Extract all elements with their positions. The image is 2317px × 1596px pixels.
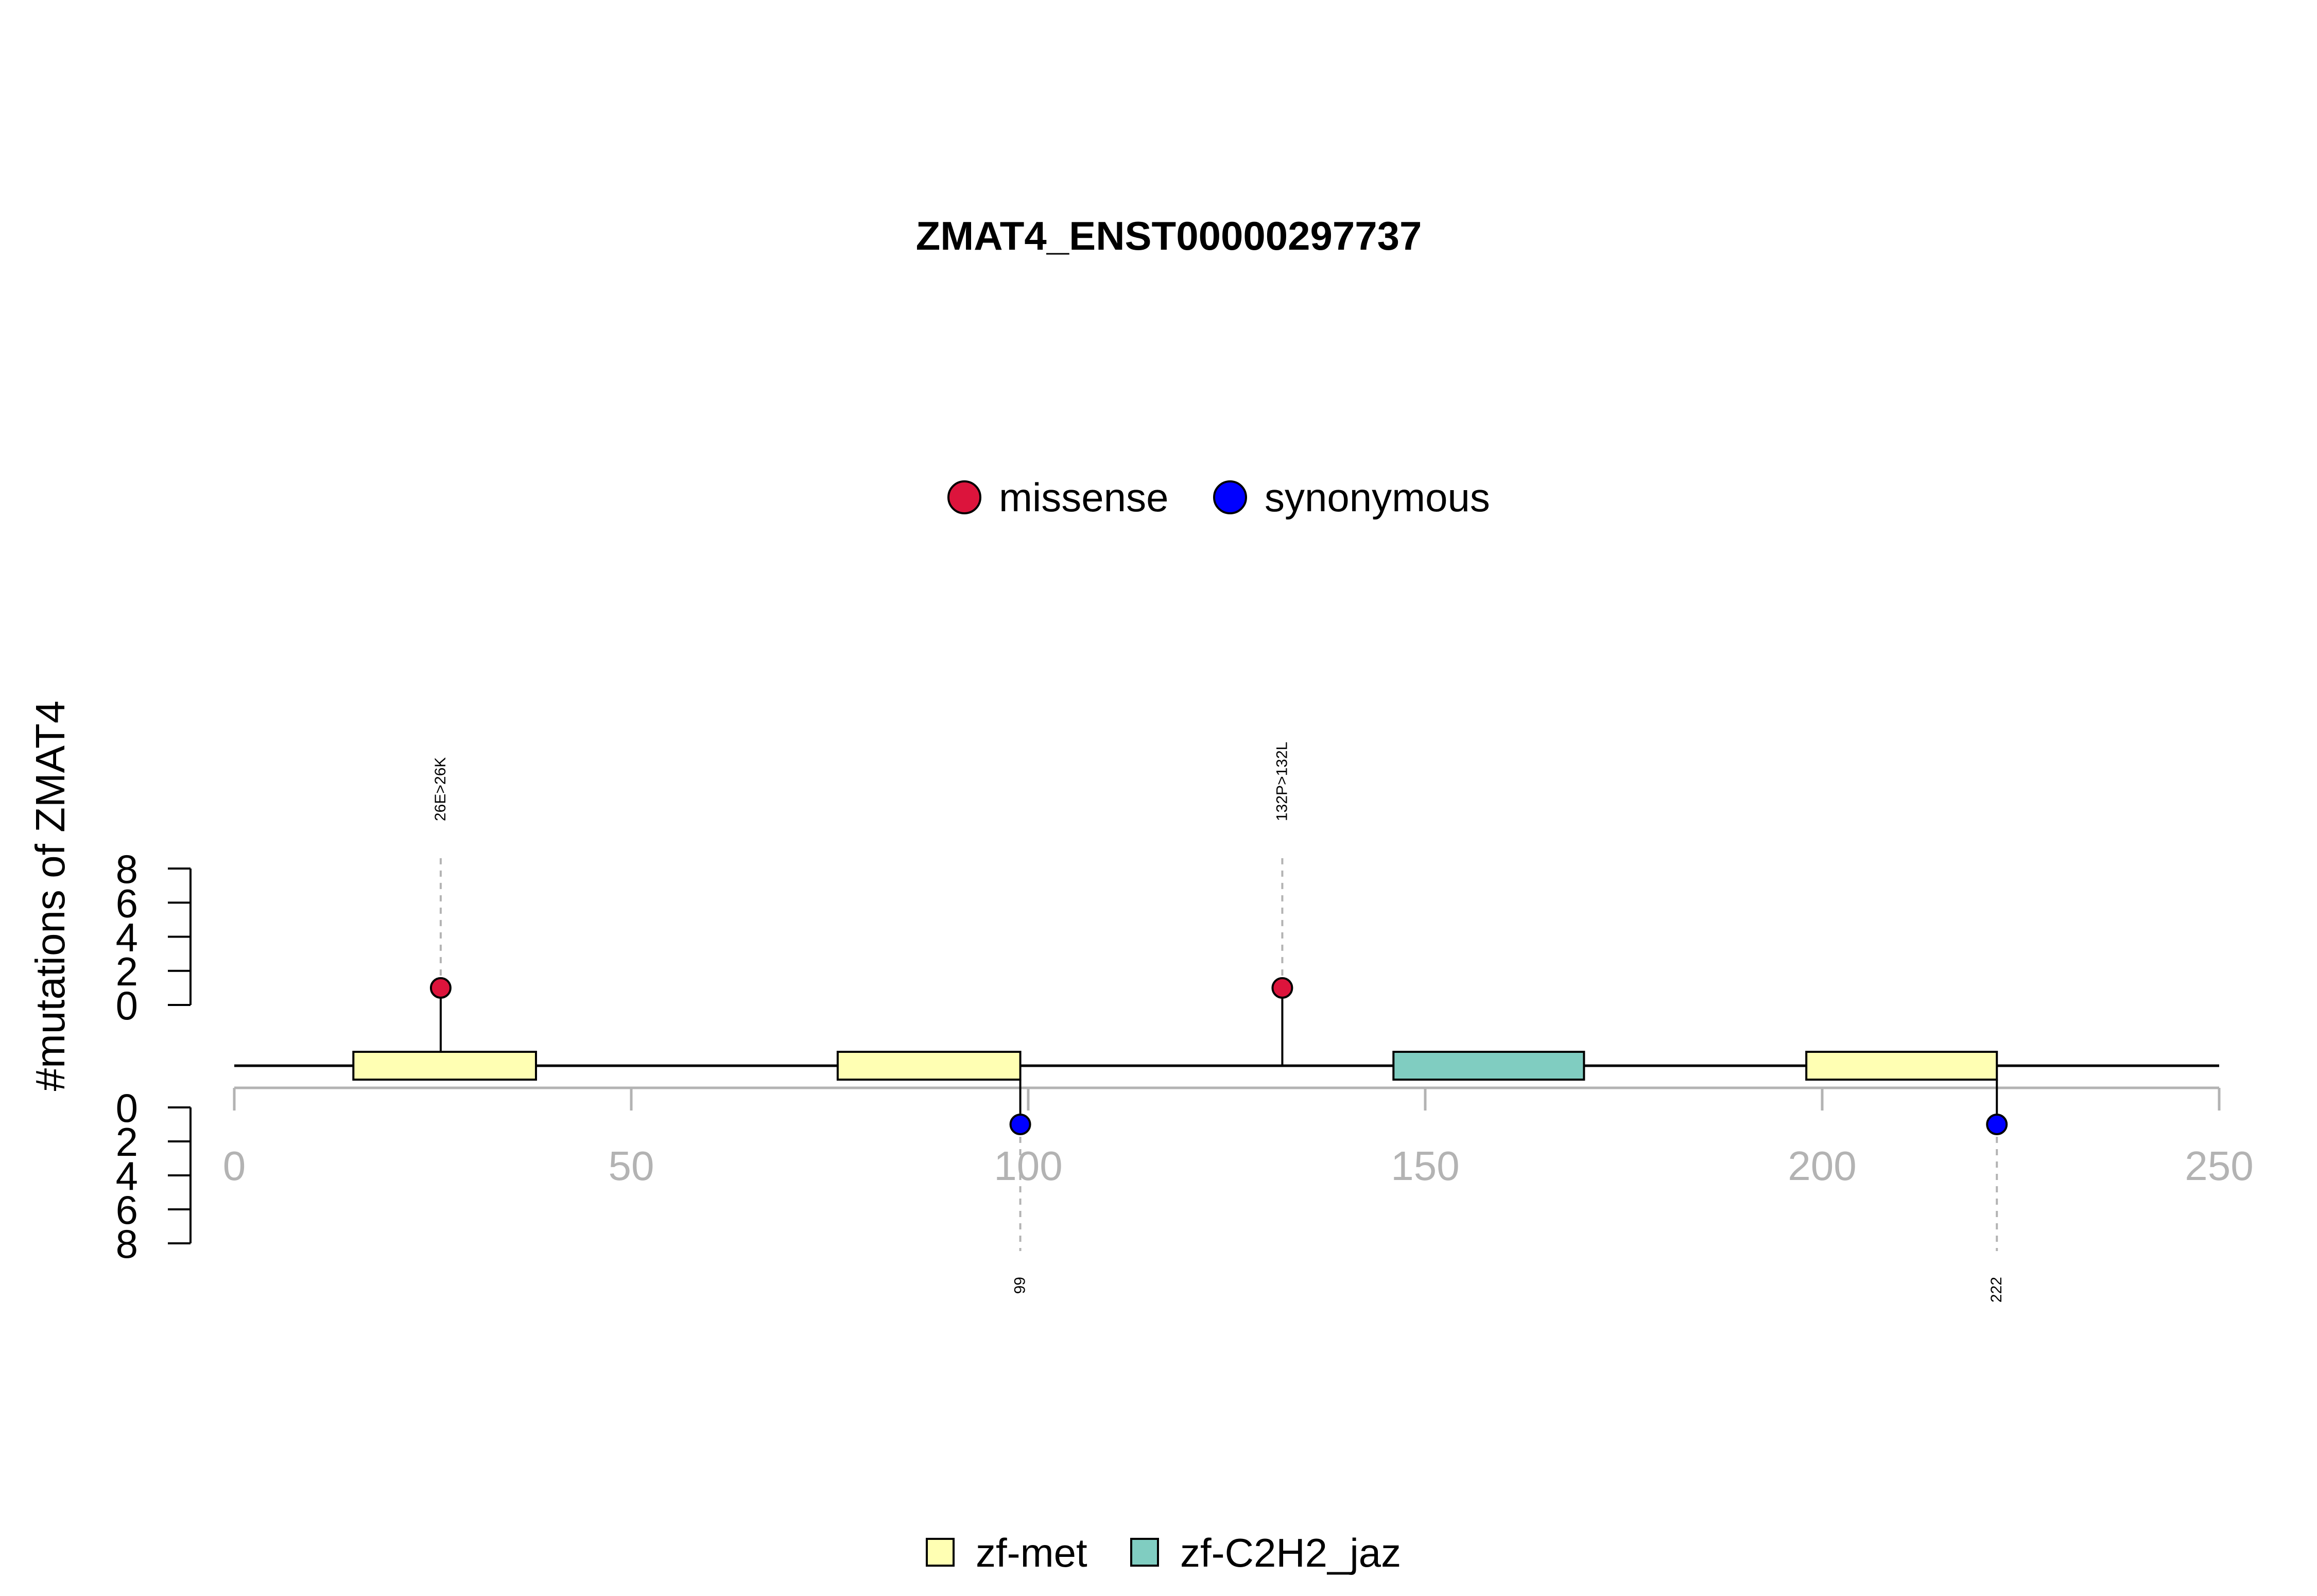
mutation-legend: missense synonymous [947, 475, 1490, 520]
x-tick-label: 0 [223, 1143, 246, 1189]
domain-zf_met [836, 1051, 1022, 1081]
mutation-label: 26E>26K [432, 757, 449, 821]
y-tick-label: 0 [116, 983, 138, 1028]
y-tick-label: 6 [116, 1187, 138, 1233]
mutation-label: 132P>132L [1273, 742, 1290, 821]
y-tick-label: 2 [116, 1119, 138, 1165]
x-tick-label: 100 [994, 1143, 1062, 1189]
mutation-label: 99 [1012, 1277, 1029, 1294]
x-tick-label: 50 [609, 1143, 654, 1189]
legend-label-synonymous: synonymous [1265, 475, 1490, 520]
domain-zf_met [1805, 1051, 1998, 1081]
domain-zf_c2h2_jaz [1392, 1051, 1585, 1081]
mutation-point-missense [1271, 977, 1293, 999]
y-tick-label: 2 [116, 949, 138, 994]
mutation-label: 222 [1988, 1277, 2005, 1303]
legend-swatch-zf_c2h2_jaz [1130, 1538, 1159, 1567]
mutation-stems [439, 857, 1998, 1251]
legend-label-missense: missense [999, 475, 1168, 520]
x-axis: 0 50 100 150 200 250 [223, 1086, 2254, 1189]
y-tick-label: 8 [116, 846, 138, 892]
y-axis-label: #mutations of ZMAT4 [27, 701, 73, 1091]
legend-marker-synonymous [1213, 480, 1247, 514]
domain-zf_met [352, 1051, 537, 1081]
legend-label-zf_met: zf-met [976, 1530, 1087, 1575]
protein-domains [352, 1051, 1998, 1081]
mutation-point-synonymous [1009, 1114, 1031, 1135]
legend-swatch-zf_met [926, 1538, 955, 1567]
x-tick-label: 150 [1391, 1143, 1459, 1189]
x-tick-label: 250 [2185, 1143, 2253, 1189]
y-tick-label: 6 [116, 880, 138, 926]
y-tick-label: 8 [116, 1221, 138, 1267]
chart-title: ZMAT4_ENST00000297737 [916, 213, 1422, 258]
mutation-point-missense [429, 977, 452, 999]
legend-label-zf_c2h2_jaz: zf-C2H2_jaz [1180, 1530, 1401, 1575]
mutation-points [429, 977, 2008, 1135]
y-tick-label: 4 [116, 915, 138, 960]
domain-legend: zf-met zf-C2H2_jaz [926, 1530, 1401, 1575]
mutation-point-synonymous [1986, 1114, 2008, 1135]
mutation-labels: 26E>26K 132P>132L 99 222 [432, 742, 2005, 1303]
y-tick-label: 4 [116, 1153, 138, 1199]
legend-marker-missense [947, 480, 981, 514]
y-tick-label: 0 [116, 1085, 138, 1131]
x-tick-label: 200 [1788, 1143, 1856, 1189]
